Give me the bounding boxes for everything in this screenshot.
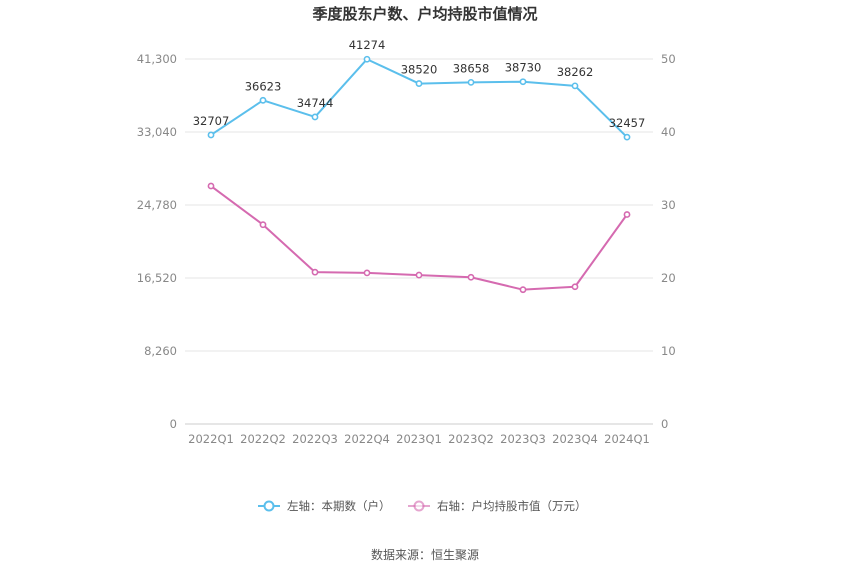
left-axis-tick-label: 16,520 [137, 271, 177, 285]
x-axis-tick-label: 2022Q2 [240, 432, 286, 446]
right-axis-tick-label: 30 [661, 198, 676, 212]
left-axis-tick-label: 33,040 [137, 125, 177, 139]
data-point[interactable] [363, 55, 371, 63]
x-axis-tick-label: 2023Q1 [396, 432, 442, 446]
legend-item-1[interactable]: 左轴：本期数（户） [258, 499, 391, 513]
data-point[interactable] [571, 283, 579, 291]
legend-marker [263, 500, 275, 512]
legend[interactable]: 左轴：本期数（户） 右轴：户均持股市值（万元） [258, 499, 587, 513]
series-layer: 32707 36623 34744 41274 38520 38658 38730 38262… [193, 38, 646, 294]
right-axis-tick-label: 20 [661, 271, 676, 285]
data-point[interactable] [623, 133, 631, 141]
series-1: 32707 36623 34744 41274 38520 38658 38730 38262… [193, 38, 646, 141]
source-note: 数据来源：恒生聚源 [371, 547, 479, 562]
data-label: 34744 [297, 96, 334, 110]
data-point[interactable] [519, 286, 527, 294]
data-point[interactable] [623, 211, 631, 218]
data-label: 32457 [609, 116, 646, 130]
data-label: 41274 [349, 38, 386, 52]
data-label: 38658 [453, 61, 490, 75]
x-axis-tick-label: 2023Q3 [500, 432, 546, 446]
legend-label: 右轴：户均持股市值（万元） [437, 499, 587, 513]
left-axis-tick-label: 41,300 [137, 52, 177, 66]
x-axis-tick-label: 2024Q1 [604, 432, 650, 446]
data-point[interactable] [415, 271, 423, 279]
data-point[interactable] [311, 113, 319, 121]
left-axis-ticks: 0 8,260 16,520 24,780 33,040 41,300 [137, 52, 177, 431]
right-axis-tick-label: 40 [661, 125, 676, 139]
series-2 [207, 182, 631, 294]
left-axis-tick-label: 8,260 [144, 344, 177, 358]
data-label: 38730 [505, 61, 542, 75]
data-point[interactable] [415, 80, 423, 87]
data-point[interactable] [207, 182, 215, 190]
data-point[interactable] [259, 221, 267, 229]
data-label: 38520 [401, 63, 438, 77]
chart-title: 季度股东户数、户均持股市值情况 [312, 5, 537, 23]
x-axis-tick-label: 2022Q1 [188, 432, 234, 446]
grid [185, 58, 653, 425]
data-point[interactable] [519, 78, 527, 86]
x-axis-tick-label: 2022Q4 [344, 432, 390, 446]
legend-label: 左轴：本期数（户） [287, 499, 391, 513]
x-axis-tick-label: 2023Q2 [448, 432, 494, 446]
data-point[interactable] [571, 82, 579, 90]
left-axis-tick-label: 24,780 [137, 198, 177, 212]
data-label: 32707 [193, 114, 230, 128]
x-axis-tick-label: 2022Q3 [292, 432, 338, 446]
data-point[interactable] [207, 131, 215, 139]
legend-marker [413, 500, 425, 512]
right-axis-ticks: 0 10 20 30 40 50 [661, 52, 676, 431]
right-axis-tick-label: 10 [661, 344, 676, 358]
right-axis-tick-label: 50 [661, 52, 676, 66]
data-point[interactable] [311, 268, 319, 276]
legend-item-2[interactable]: 右轴：户均持股市值（万元） [408, 499, 587, 513]
x-axis-ticks: 2022Q1 2022Q2 2022Q3 2022Q4 2023Q1 2023Q2 2023… [188, 432, 650, 446]
data-label: 38262 [557, 65, 594, 79]
x-axis-tick-label: 2023Q4 [552, 432, 598, 446]
left-axis-tick-label: 0 [170, 417, 177, 431]
data-point[interactable] [259, 96, 267, 104]
right-axis-tick-label: 0 [661, 417, 668, 431]
data-point[interactable] [363, 269, 371, 277]
data-point[interactable] [467, 273, 475, 281]
data-label: 36623 [245, 79, 282, 93]
data-point[interactable] [467, 78, 475, 86]
